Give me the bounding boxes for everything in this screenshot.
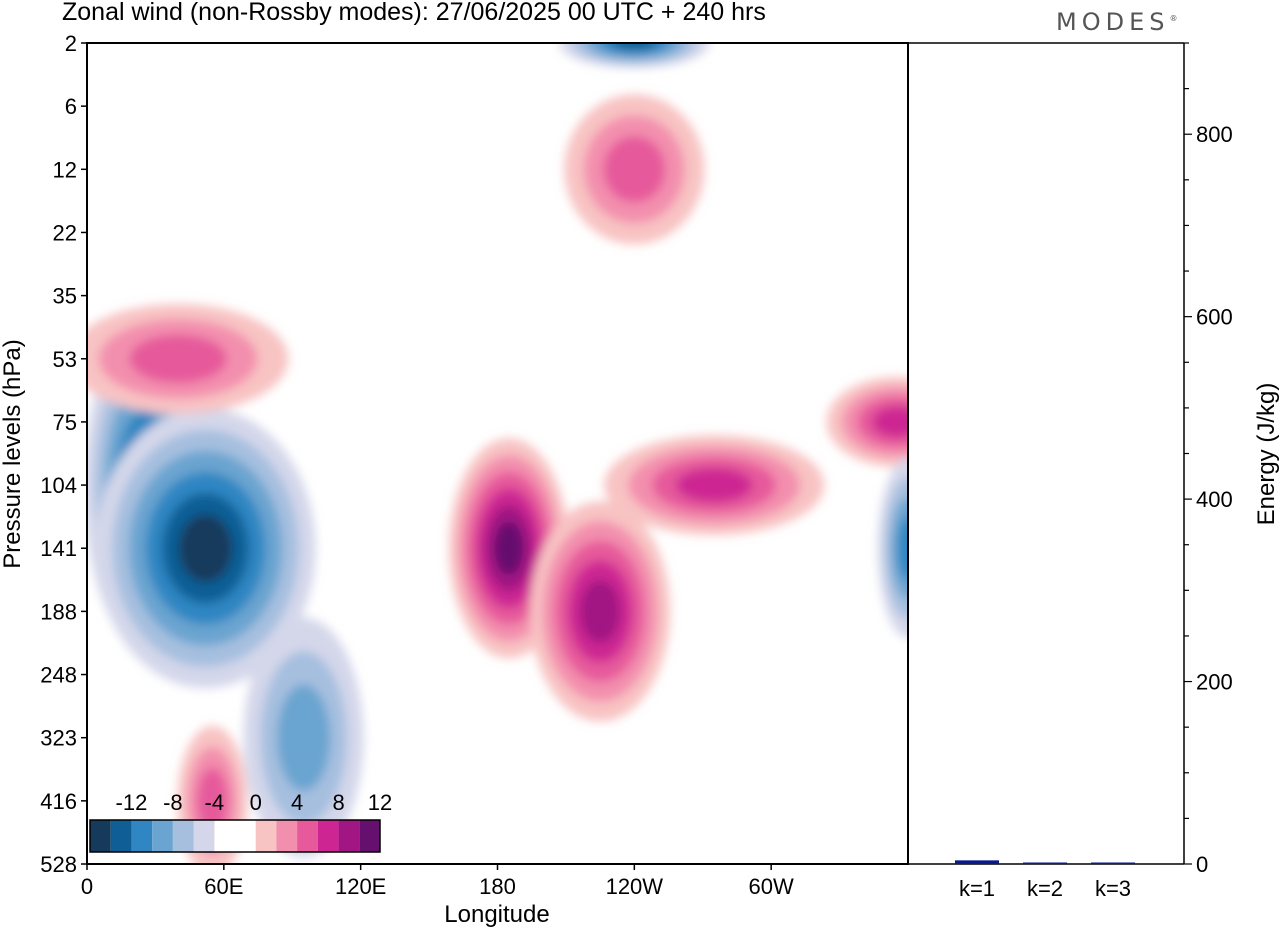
energy-bar	[1091, 862, 1135, 864]
colorbar-tick-label: 8	[332, 790, 344, 815]
colorbar-swatch	[152, 820, 173, 852]
wind-anomaly-contour	[276, 684, 331, 792]
colorbar-swatch	[193, 820, 215, 852]
colorbar-tick-label: -4	[205, 790, 225, 815]
colorbar-tick-label: -8	[163, 790, 183, 815]
colorbar-swatch	[131, 820, 153, 852]
y-axis-title: Pressure levels (hPa)	[0, 339, 26, 568]
logo-text: MODES	[1056, 8, 1170, 36]
energy-axis-title: Energy (J/kg)	[1253, 383, 1280, 526]
wind-anomaly-contour	[196, 767, 228, 835]
wind-anomaly-contour	[129, 334, 228, 384]
wind-anomaly-contour	[580, 579, 621, 643]
x-tick-label: 120W	[606, 874, 664, 899]
y-tick-label: 75	[53, 410, 77, 435]
x-axis-title: Longitude	[444, 901, 549, 928]
y-tick-label: 528	[40, 852, 77, 877]
y-tick-label: 6	[65, 94, 77, 119]
colorbar-swatch	[110, 820, 132, 852]
wind-anomaly-contour	[178, 514, 233, 583]
energy-bar-label: k=3	[1095, 876, 1131, 901]
energy-bar-label: k=1	[959, 876, 995, 901]
y-tick-label: 22	[53, 220, 77, 245]
y-tick-label: 104	[40, 473, 77, 498]
x-tick-label: 120E	[335, 874, 386, 899]
energy-bar-chart: 0 200 400 600 800 k=1 k=2 k=3	[907, 42, 1233, 901]
colorbar-swatch	[338, 820, 360, 852]
y-tick-label: 35	[53, 284, 77, 309]
x-tick-label: 60W	[749, 874, 794, 899]
x-tick-label: 0	[81, 874, 93, 899]
colorbar-swatch	[255, 820, 277, 852]
heatmap-area	[87, 43, 908, 864]
colorbar-swatch	[276, 820, 298, 852]
energy-tick-label: 400	[1196, 487, 1233, 512]
y-tick-label: 323	[40, 726, 77, 751]
wind-anomaly-contour	[612, 43, 656, 51]
colorbar: -12 -8 -4 0 4 8 12	[89, 790, 392, 853]
colorbar-tick-label: -12	[116, 790, 148, 815]
y-tick-label: 2	[65, 31, 77, 56]
wind-anomaly-contour	[603, 135, 666, 203]
colorbar-swatch	[214, 820, 235, 852]
energy-tick-label: 200	[1196, 670, 1233, 695]
y-tick-label: 416	[40, 789, 77, 814]
y-tick-label: 53	[53, 347, 77, 372]
colorbar-swatch	[90, 820, 111, 852]
wind-anomaly-contour	[675, 467, 753, 503]
energy-bar-label: k=2	[1027, 876, 1063, 901]
energy-tick-label: 0	[1196, 852, 1208, 877]
wind-anomaly-contour	[897, 516, 908, 580]
colorbar-swatch	[297, 820, 318, 852]
x-tick-label: 180	[479, 874, 516, 899]
y-tick-label: 188	[40, 599, 77, 624]
colorbar-tick-label: 4	[291, 790, 303, 815]
wind-anomaly-contour	[494, 521, 524, 575]
y-tick-label: 12	[53, 157, 77, 182]
energy-bar	[1023, 862, 1067, 864]
colorbar-frame	[89, 819, 381, 853]
wind-anomaly-contour	[872, 406, 908, 438]
colorbar-swatch	[235, 820, 256, 852]
energy-tick-label: 800	[1196, 122, 1233, 147]
y-tick-label: 141	[40, 536, 77, 561]
y-tick-label: 248	[40, 663, 77, 688]
colorbar-tick-label: 0	[250, 790, 262, 815]
colorbar-swatch	[172, 820, 194, 852]
energy-bar	[955, 860, 999, 864]
modes-logo: MODES®	[1056, 8, 1177, 36]
x-tick-label: 60E	[204, 874, 243, 899]
colorbar-swatch	[359, 820, 380, 852]
energy-tick-label: 600	[1196, 305, 1233, 330]
logo-registered-mark: ®	[1169, 14, 1178, 23]
colorbar-tick-label: 12	[368, 790, 392, 815]
colorbar-swatch	[317, 820, 339, 852]
chart-title: Zonal wind (non-Rossby modes): 27/06/202…	[62, 0, 766, 26]
